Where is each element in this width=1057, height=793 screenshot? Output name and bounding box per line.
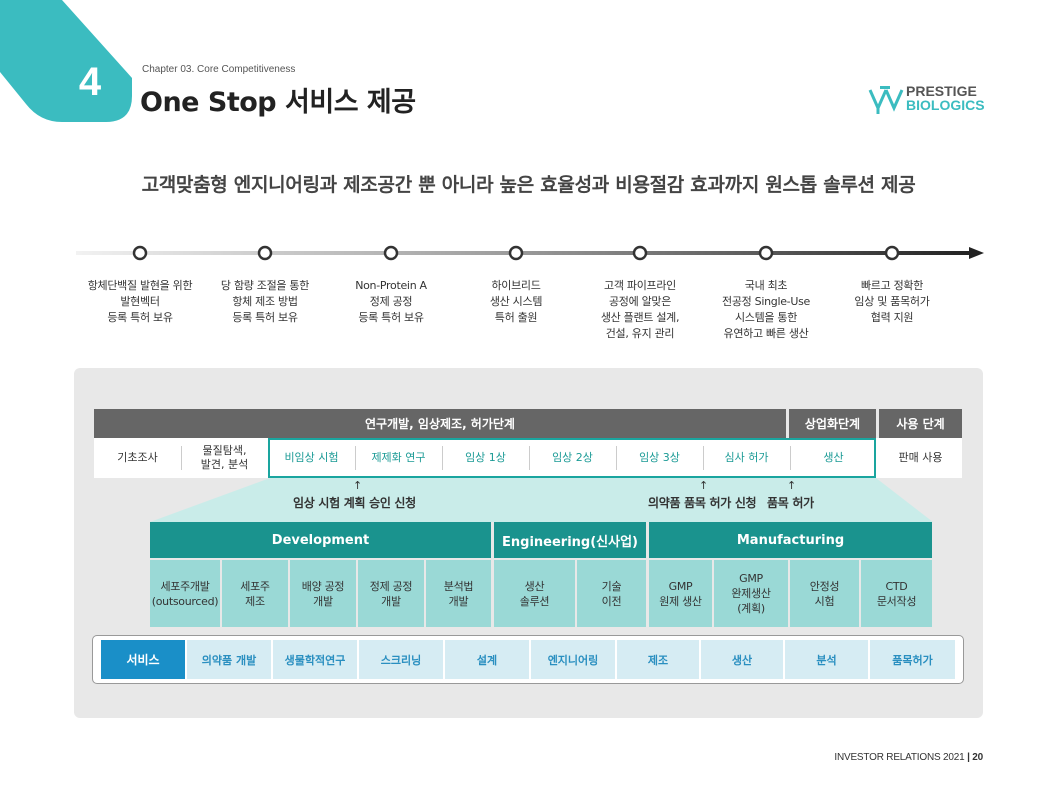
sub-purification-process: 정제 공정 개발 bbox=[358, 560, 424, 627]
page-subtitle: 고객맞춤형 엔지니어링과 제조공간 뿐 아니라 높은 효율성과 비용절감 효과까… bbox=[141, 174, 916, 196]
service-design: 설계 bbox=[445, 640, 529, 679]
stage-formulation: 제제화 연구 bbox=[371, 451, 426, 464]
stages-row: 기초조사 물질탐색, 발견, 분석 비임상 시험 제제화 연구 임상 1상 임상… bbox=[94, 438, 962, 478]
milestone-nda: 의약품 품목 허가 신청 bbox=[648, 496, 757, 510]
chapter-label: Chapter 03. Core Competitiveness bbox=[142, 64, 296, 75]
timeline-item-7: 빠르고 정확한 임상 및 품목허가 협력 지원 bbox=[854, 279, 930, 324]
funnel-connector bbox=[150, 478, 933, 522]
stage-phase3: 임상 3상 bbox=[639, 451, 680, 464]
chapter-number: 4 bbox=[78, 60, 102, 104]
timeline-item-3: Non-Protein A 정제 공정 등록 특허 보유 bbox=[355, 279, 427, 324]
stage-phase1: 임상 1상 bbox=[465, 451, 506, 464]
rnd-stage-header: 연구개발, 임상제조, 허가단계 bbox=[94, 409, 786, 438]
sub-production-solution: 생산 솔루션 bbox=[494, 560, 575, 627]
chapter-badge-shape bbox=[0, 0, 132, 122]
timeline-node-2 bbox=[257, 245, 273, 261]
teal-highlight-box bbox=[268, 438, 876, 478]
page-number: 20 bbox=[972, 752, 983, 763]
up-arrow-icon: ↑ bbox=[353, 479, 363, 492]
sub-ctd-documentation: CTD 문서작성 bbox=[861, 560, 932, 627]
sub-cell-line-development: 세포주개발 (outsourced) bbox=[150, 560, 220, 627]
service-screening: 스크리닝 bbox=[359, 640, 443, 679]
company-logo-text: PRESTIGE BIOLOGICS bbox=[906, 84, 985, 112]
service-engineering: 엔지니어링 bbox=[531, 640, 615, 679]
sub-tech-transfer: 기술 이전 bbox=[577, 560, 646, 627]
timeline-line bbox=[76, 245, 984, 261]
timeline-node-3 bbox=[383, 245, 399, 261]
page-title: One Stop 서비스 제공 bbox=[140, 87, 416, 118]
timeline-item-2: 당 함량 조절을 통한 항체 제조 방법 등록 특허 보유 bbox=[220, 279, 310, 324]
commercial-stage-header: 상업화단계 bbox=[789, 409, 876, 438]
service-approval: 품목허가 bbox=[870, 640, 955, 679]
sub-gmp-drug-substance: GMP 원제 생산 bbox=[649, 560, 712, 627]
footer-separator: | bbox=[967, 752, 970, 763]
up-arrow-icon: ↑ bbox=[787, 479, 797, 492]
stage-phase2: 임상 2상 bbox=[552, 451, 593, 464]
timeline-node-7 bbox=[884, 245, 900, 261]
sub-gmp-drug-product: GMP 완제생산 (계획) bbox=[714, 560, 788, 627]
service-biological-research: 생물학적연구 bbox=[273, 640, 357, 679]
timeline-item-4: 하이브리드 생산 시스템 특허 출원 bbox=[489, 279, 543, 324]
timeline-node-5 bbox=[632, 245, 648, 261]
milestone-ind: 임상 시험 계획 승인 신청 bbox=[293, 496, 416, 510]
service-drug-development: 의약품 개발 bbox=[187, 640, 271, 679]
service-manufacturing: 제조 bbox=[617, 640, 699, 679]
timeline-item-1: 항체단백질 발현을 위한 발현벡터 등록 특허 보유 bbox=[87, 279, 193, 324]
stage-review: 심사 허가 bbox=[724, 451, 769, 464]
sub-stability-test: 안정성 시험 bbox=[790, 560, 859, 627]
timeline-item-5: 고객 파이프라인 공정에 알맞은 생산 플랜트 설계, 건설, 유지 관리 bbox=[600, 279, 680, 340]
sub-culture-process: 배양 공정 개발 bbox=[290, 560, 356, 627]
stage-production: 생산 bbox=[823, 451, 844, 464]
timeline-node-4 bbox=[508, 245, 524, 261]
services-title: 서비스 bbox=[101, 640, 185, 679]
manufacturing-header: Manufacturing bbox=[649, 522, 932, 558]
sub-analytical-method: 분석법 개발 bbox=[426, 560, 491, 627]
stage-nonclinical: 비임상 시험 bbox=[284, 451, 339, 464]
stage-basic-research: 기초조사 bbox=[117, 451, 158, 464]
service-analysis: 분석 bbox=[785, 640, 868, 679]
timeline-item-6: 국내 최초 전공정 Single-Use 시스템을 통한 유연하고 빠른 생산 bbox=[722, 279, 810, 340]
timeline-nodes bbox=[132, 245, 900, 261]
up-arrow-icon: ↑ bbox=[699, 479, 709, 492]
stage-discovery: 물질탐색, 발견, 분석 bbox=[200, 444, 249, 471]
sub-cell-line-manufacturing: 세포주 제조 bbox=[222, 560, 288, 627]
timeline-node-6 bbox=[758, 245, 774, 261]
prestige-biologics-logo-icon bbox=[868, 86, 904, 114]
footer-text: INVESTOR RELATIONS 2021 bbox=[834, 752, 965, 763]
logo-line1: PRESTIGE bbox=[906, 83, 977, 99]
stage-sales: 판매 사용 bbox=[898, 451, 943, 464]
logo-line2: BIOLOGICS bbox=[906, 97, 985, 113]
service-production: 생산 bbox=[701, 640, 783, 679]
use-stage-header: 사용 단계 bbox=[879, 409, 962, 438]
page-footer: INVESTOR RELATIONS 2021 | 20 bbox=[834, 752, 983, 763]
development-header: Development bbox=[150, 522, 491, 558]
timeline-node-1 bbox=[132, 245, 148, 261]
engineering-header: Engineering(신사업) bbox=[494, 522, 646, 558]
milestone-approval: 품목 허가 bbox=[767, 496, 814, 510]
